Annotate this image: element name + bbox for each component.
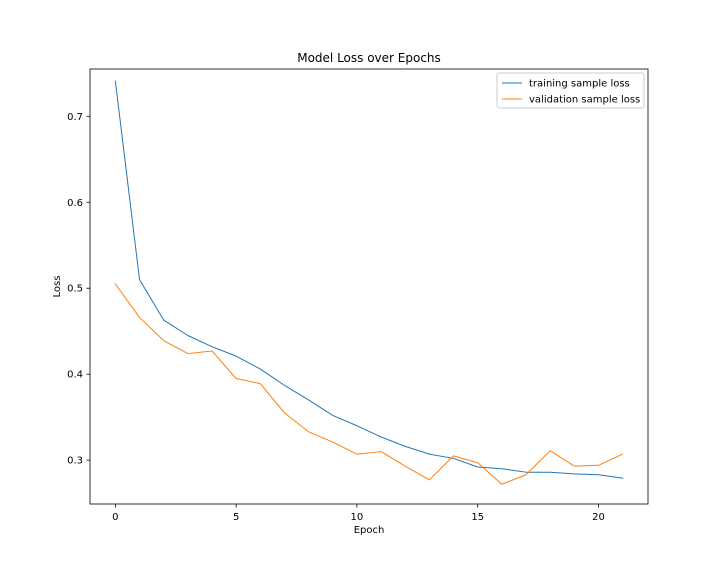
axes-frame — [89, 68, 649, 505]
chart-title: Model Loss over Epochs — [297, 51, 441, 65]
y-axis-label: Loss — [52, 276, 63, 298]
x-tick-label: 10 — [351, 512, 364, 523]
x-tick-label: 15 — [471, 512, 484, 523]
plot-background — [90, 69, 648, 504]
x-tick-label: 5 — [233, 512, 239, 523]
legend-label-training: training sample loss — [529, 79, 630, 90]
series-lines — [114, 80, 624, 485]
x-axis-label: Epoch — [354, 525, 385, 536]
series-line-validation — [114, 283, 624, 485]
y-tick-label: 0.7 — [67, 112, 83, 123]
y-tick-label: 0.5 — [67, 284, 83, 295]
y-tick-label: 0.6 — [67, 198, 83, 209]
x-axis-ticks: 0 5 10 15 20 — [112, 504, 605, 523]
legend: training sample loss validation sample lo… — [496, 72, 645, 109]
y-axis-ticks: 0.3 0.4 0.5 0.6 0.7 — [67, 112, 90, 467]
legend-label-validation: validation sample loss — [529, 95, 640, 106]
y-tick-label: 0.3 — [67, 456, 83, 467]
y-tick-label: 0.4 — [67, 370, 83, 381]
x-tick-label: 0 — [112, 512, 118, 523]
plot-area — [90, 69, 648, 504]
legend-box — [496, 72, 645, 109]
x-tick-label: 20 — [592, 512, 605, 523]
series-line-training — [114, 80, 624, 479]
